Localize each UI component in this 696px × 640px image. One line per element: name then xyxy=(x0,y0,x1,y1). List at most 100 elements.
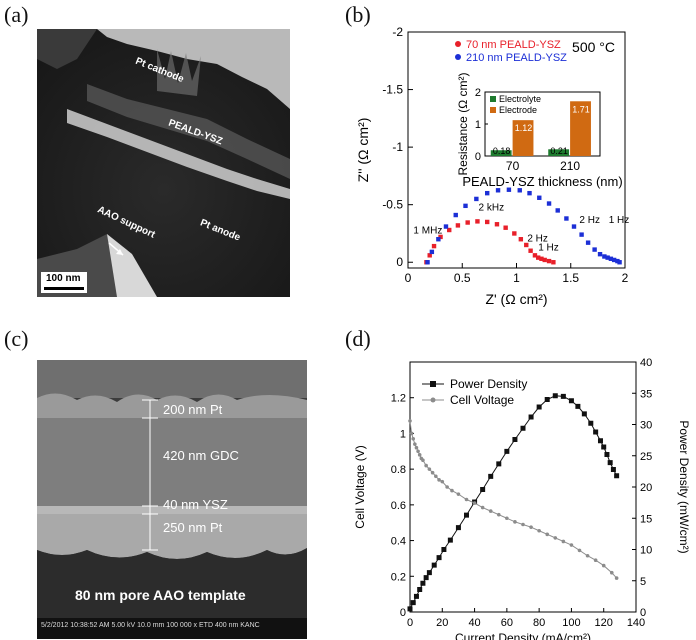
data-point xyxy=(434,474,438,479)
inset-y-axis-title: Resistance (Ω cm²) xyxy=(456,73,470,176)
data-point xyxy=(420,580,426,586)
data-point xyxy=(413,442,417,446)
y-tick-label: 0.4 xyxy=(391,536,406,548)
inset-bar xyxy=(512,120,534,156)
inset-bar-label: 0.21 xyxy=(550,146,568,156)
inset-y-tick-label: 2 xyxy=(475,87,481,99)
data-point xyxy=(579,232,584,237)
frequency-label: 2 Hz xyxy=(527,234,548,245)
data-point xyxy=(425,260,430,265)
frequency-label: 1 Hz xyxy=(538,243,559,254)
legend-label: Power Density xyxy=(450,377,527,391)
data-point xyxy=(504,448,510,454)
data-point xyxy=(528,248,533,253)
legend-marker xyxy=(430,381,436,387)
data-point xyxy=(520,425,526,431)
data-point xyxy=(517,188,522,193)
inset-y-tick-label: 1 xyxy=(475,119,481,131)
data-point xyxy=(560,393,566,399)
inset-bar-label: 1.71 xyxy=(572,104,590,114)
data-point xyxy=(546,201,552,206)
x-tick-label: 0 xyxy=(407,617,413,629)
y-tick-label: 0 xyxy=(400,607,406,619)
data-point xyxy=(614,576,619,580)
data-point xyxy=(597,251,603,257)
data-point xyxy=(536,404,542,410)
data-point xyxy=(512,231,517,236)
data-point xyxy=(610,467,616,472)
y2-tick-label: 5 xyxy=(640,576,646,588)
data-point xyxy=(524,242,529,248)
data-point xyxy=(536,255,541,260)
data-point xyxy=(427,253,432,258)
panel-label-d: (d) xyxy=(345,326,371,351)
x-tick-label: 0.5 xyxy=(454,271,471,285)
y2-tick-label: 10 xyxy=(640,545,652,557)
x-tick-label: 120 xyxy=(595,617,613,629)
inset-bar-label: 1.12 xyxy=(515,123,533,133)
frequency-label: 1 MHz xyxy=(413,225,442,236)
sem-layer-ysz: 40 nm YSZ xyxy=(163,497,228,512)
y2-tick-label: 40 xyxy=(640,357,652,369)
data-point xyxy=(575,403,581,409)
data-point xyxy=(424,463,428,468)
legend-marker xyxy=(455,41,461,47)
inset-y-tick-label: 0 xyxy=(475,151,481,163)
data-point xyxy=(506,187,512,192)
inset-legend-swatch xyxy=(490,96,496,102)
data-point xyxy=(436,555,442,561)
data-point xyxy=(480,505,485,510)
data-point xyxy=(546,258,552,264)
data-point xyxy=(464,512,469,518)
x-tick-label: 40 xyxy=(468,617,480,629)
inset-x-axis-title: PEALD-YSZ thickness (nm) xyxy=(462,174,622,189)
data-point xyxy=(445,485,449,489)
data-point xyxy=(427,467,432,471)
data-point xyxy=(602,254,607,259)
data-point xyxy=(438,234,443,240)
data-point xyxy=(505,516,509,521)
inset-bar xyxy=(570,101,591,156)
y-axis-title: Z'' (Ω cm²) xyxy=(355,118,371,183)
data-point xyxy=(474,196,479,202)
x-axis-title: Current Density (mA/cm²) xyxy=(455,631,591,640)
data-point xyxy=(495,188,501,193)
data-point xyxy=(552,393,558,399)
inset-x-tick-label: 70 xyxy=(506,159,520,173)
data-point xyxy=(408,419,412,423)
tem-micrograph: Pt cathode PEALD-YSZ AAO support Pt anod… xyxy=(37,29,290,297)
scale-bar-label: 100 nm xyxy=(46,273,81,284)
inset-legend-label: Electrolyte xyxy=(499,94,541,104)
data-point xyxy=(604,452,610,457)
data-point xyxy=(608,256,614,261)
data-point xyxy=(440,479,445,484)
sem-layer-pt-top: 200 nm Pt xyxy=(163,402,223,417)
data-point xyxy=(475,219,480,224)
data-point xyxy=(529,525,533,529)
legend-label: Cell Voltage xyxy=(450,393,514,407)
y2-tick-label: 15 xyxy=(640,513,652,525)
data-point xyxy=(601,563,606,568)
y-tick-label: -1 xyxy=(392,140,403,154)
inset-x-tick-label: 210 xyxy=(560,159,580,173)
y-tick-label: 0.8 xyxy=(391,464,406,476)
data-point xyxy=(569,543,574,547)
data-point xyxy=(503,225,508,230)
inset-legend-swatch xyxy=(490,107,496,113)
data-point xyxy=(551,260,556,265)
y2-tick-label: 30 xyxy=(640,420,652,432)
data-point xyxy=(544,397,550,402)
x-tick-label: 0 xyxy=(405,271,412,285)
data-point xyxy=(581,411,587,417)
data-point xyxy=(568,398,574,404)
y-tick-label: -0.5 xyxy=(382,198,403,212)
data-point xyxy=(528,414,534,420)
y-axis-title: Cell Voltage (V) xyxy=(353,445,367,528)
data-point xyxy=(564,216,569,221)
x-tick-label: 140 xyxy=(627,617,645,629)
data-point xyxy=(416,449,420,454)
data-point xyxy=(464,497,469,502)
inset-bar xyxy=(490,150,512,156)
tem-image xyxy=(37,29,290,297)
data-point xyxy=(421,458,425,463)
